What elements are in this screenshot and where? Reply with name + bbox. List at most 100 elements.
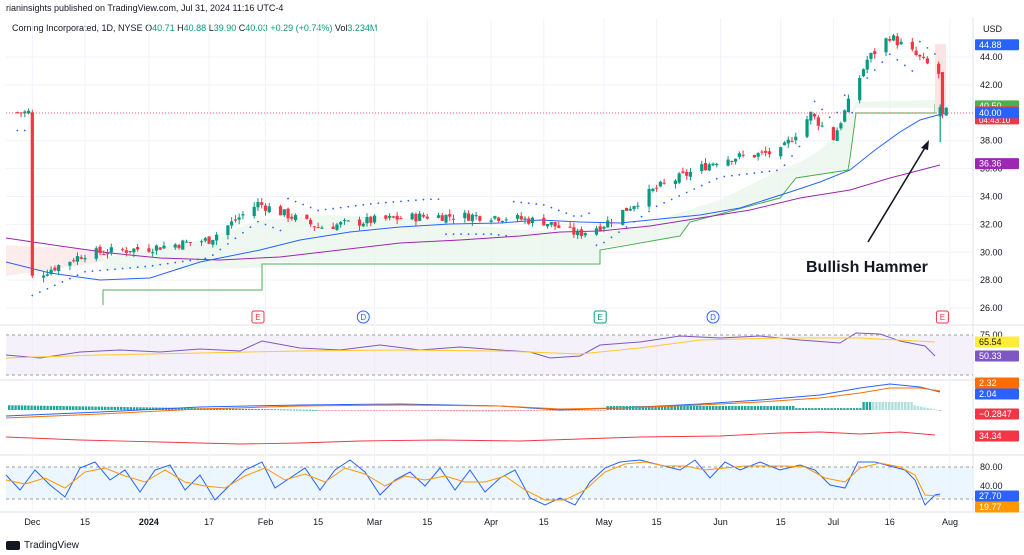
- macd-bar: [635, 406, 638, 410]
- candle-body: [109, 247, 113, 253]
- candle-body: [98, 246, 102, 253]
- candle-body: [647, 188, 651, 207]
- candle-body: [658, 181, 662, 187]
- price-label-text: 36.36: [979, 159, 1002, 169]
- candle-body: [162, 245, 166, 249]
- sar-dot: [159, 263, 162, 266]
- macd-bar: [372, 410, 376, 411]
- candle-body: [493, 216, 497, 219]
- macd-bar: [260, 409, 264, 410]
- macd-bar: [468, 410, 472, 412]
- sar-dot: [384, 201, 387, 204]
- sar-dot: [287, 197, 289, 200]
- macd-bar: [644, 406, 648, 410]
- macd-bar: [145, 407, 148, 410]
- macd-bar: [846, 408, 849, 410]
- macd-bar: [603, 410, 606, 411]
- stoch-level-label: 40.00: [980, 481, 1003, 491]
- rsi-level-label: 75.00: [980, 330, 1003, 340]
- sar-dot: [505, 234, 508, 237]
- price-tick-label: 30.00: [980, 247, 1003, 257]
- macd-bar: [580, 410, 584, 411]
- macd-bar: [801, 408, 804, 410]
- sar-dot: [588, 212, 590, 215]
- stoch-label-text: 27.70: [979, 491, 1002, 501]
- candle-body: [843, 110, 847, 122]
- macd-bar: [670, 406, 673, 410]
- candle-body: [861, 69, 866, 77]
- symbol-name[interactable]: Corning Incorporated, 1D, NYSE: [12, 23, 143, 33]
- macd-bar: [126, 407, 129, 410]
- sar-dot: [813, 100, 816, 103]
- macd-signal-line: [5, 387, 941, 419]
- dividend-marker-icon: [706, 310, 720, 324]
- macd-bar: [273, 409, 276, 411]
- macd-bar: [113, 406, 116, 410]
- sar-dot: [362, 203, 365, 206]
- candle-body: [542, 217, 546, 226]
- macd-bar: [97, 406, 100, 410]
- currency-label[interactable]: USD: [983, 24, 1003, 34]
- macd-bar: [289, 409, 292, 411]
- macd-bar: [475, 410, 478, 412]
- candle-body: [474, 215, 478, 217]
- macd-bar: [676, 406, 680, 410]
- ohlc-close: 40.03: [245, 23, 268, 33]
- macd-label-box: [975, 377, 1019, 389]
- macd-bar: [776, 406, 779, 410]
- macd-bar: [811, 408, 814, 410]
- sar-dot: [422, 198, 425, 201]
- sar-dot: [219, 248, 222, 251]
- macd-bar: [664, 406, 667, 410]
- macd-bar: [548, 410, 552, 411]
- sar-dot: [69, 277, 71, 280]
- sar-dot: [99, 269, 101, 272]
- macd-bar: [724, 406, 728, 410]
- macd-bar: [62, 406, 65, 410]
- candle-body: [42, 275, 46, 278]
- candle-body: [346, 220, 350, 222]
- macd-bar: [270, 409, 273, 411]
- macd-bar: [136, 407, 139, 410]
- sar-dot: [715, 177, 718, 180]
- candle-body: [151, 252, 155, 254]
- sar-dot: [151, 264, 154, 267]
- candle-body: [448, 214, 452, 217]
- time-tick-label: 15: [313, 517, 323, 527]
- candle-body: [579, 229, 583, 236]
- candle-body: [700, 164, 704, 171]
- candle-body: [688, 172, 693, 177]
- macd-bar: [750, 406, 753, 410]
- price-label-text: 44.88: [979, 40, 1002, 50]
- time-tick-label: Feb: [258, 517, 274, 527]
- candle-body: [655, 187, 659, 189]
- sar-dot: [399, 200, 402, 203]
- stoch-label-box: [975, 490, 1019, 502]
- macd-bar: [123, 407, 126, 410]
- macd-bar: [241, 408, 244, 410]
- candle-body: [914, 50, 918, 56]
- candle-body: [609, 222, 614, 224]
- price-axis: 26.0028.0030.0032.0034.0036.0038.0040.00…: [980, 52, 1003, 313]
- macd-bar: [363, 410, 366, 411]
- time-tick-label: Aug: [942, 517, 958, 527]
- macd-bar: [638, 406, 641, 410]
- sar-dot: [181, 260, 184, 263]
- stoch-level-label: 80.00: [980, 462, 1003, 472]
- sar-dot: [888, 53, 891, 56]
- candle-body: [260, 202, 264, 205]
- sar-dot: [791, 154, 793, 157]
- extra-axis-labels: 34.34: [975, 430, 1019, 442]
- macd-bar: [379, 410, 382, 411]
- macd-bar: [52, 405, 56, 410]
- macd-bar: [148, 407, 152, 410]
- sar-dot: [633, 220, 635, 223]
- price-candles: [15, 33, 948, 283]
- candle-body: [628, 208, 632, 211]
- sar-dot: [46, 287, 49, 290]
- candle-body: [23, 111, 27, 114]
- event-marker-label: E: [940, 313, 945, 322]
- macd-bar: [296, 409, 299, 411]
